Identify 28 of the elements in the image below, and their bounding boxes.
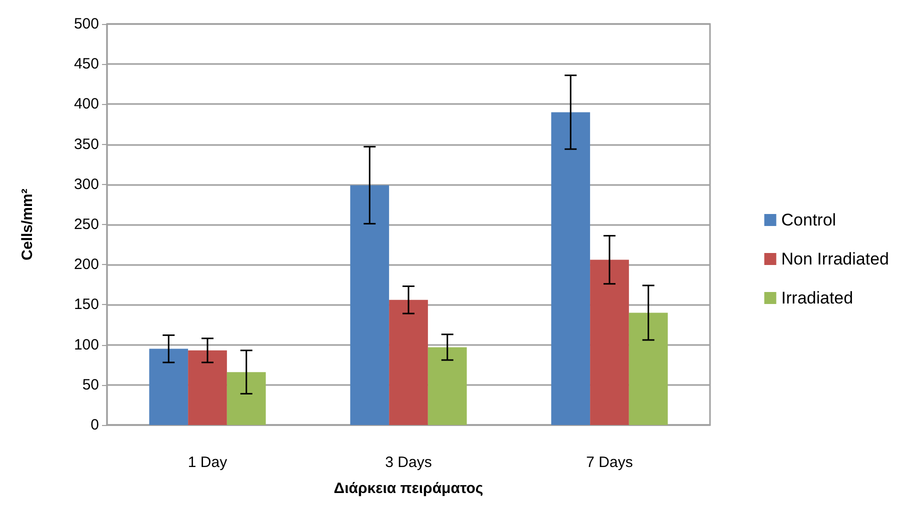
- x-tick-label: 7 Days: [586, 454, 633, 471]
- bar: [149, 348, 188, 425]
- y-tick-label: 450: [74, 56, 99, 73]
- y-tick-label: 100: [74, 336, 99, 354]
- x-axis-title: Διάρκεια πειράματος: [334, 480, 484, 497]
- bar: [350, 185, 390, 425]
- y-tick-label: 400: [74, 96, 99, 113]
- legend-label: Non Irradiated: [781, 250, 890, 268]
- y-axis-title: Cells/mm²: [19, 188, 36, 260]
- bar: [590, 260, 629, 425]
- y-tick-label: 500: [74, 16, 99, 32]
- y-tick-label: 200: [74, 256, 99, 274]
- y-tick-label: 0: [90, 416, 99, 434]
- legend-label: Control: [781, 210, 836, 230]
- y-tick-label: 350: [74, 136, 99, 153]
- y-tick-label: 300: [74, 176, 99, 193]
- bar: [628, 312, 668, 425]
- y-tick-label: 50: [82, 376, 99, 394]
- bar: [428, 347, 467, 425]
- bar: [188, 350, 227, 425]
- y-tick-label: 250: [74, 216, 99, 233]
- bar: [551, 112, 590, 425]
- x-tick-label: 3 Days: [385, 454, 432, 471]
- bar: [226, 372, 266, 425]
- legend-label: Irradiated: [781, 288, 854, 308]
- x-tick-label: 1 Day: [188, 454, 228, 471]
- y-tick-label: 150: [74, 296, 99, 314]
- bar: [389, 300, 428, 425]
